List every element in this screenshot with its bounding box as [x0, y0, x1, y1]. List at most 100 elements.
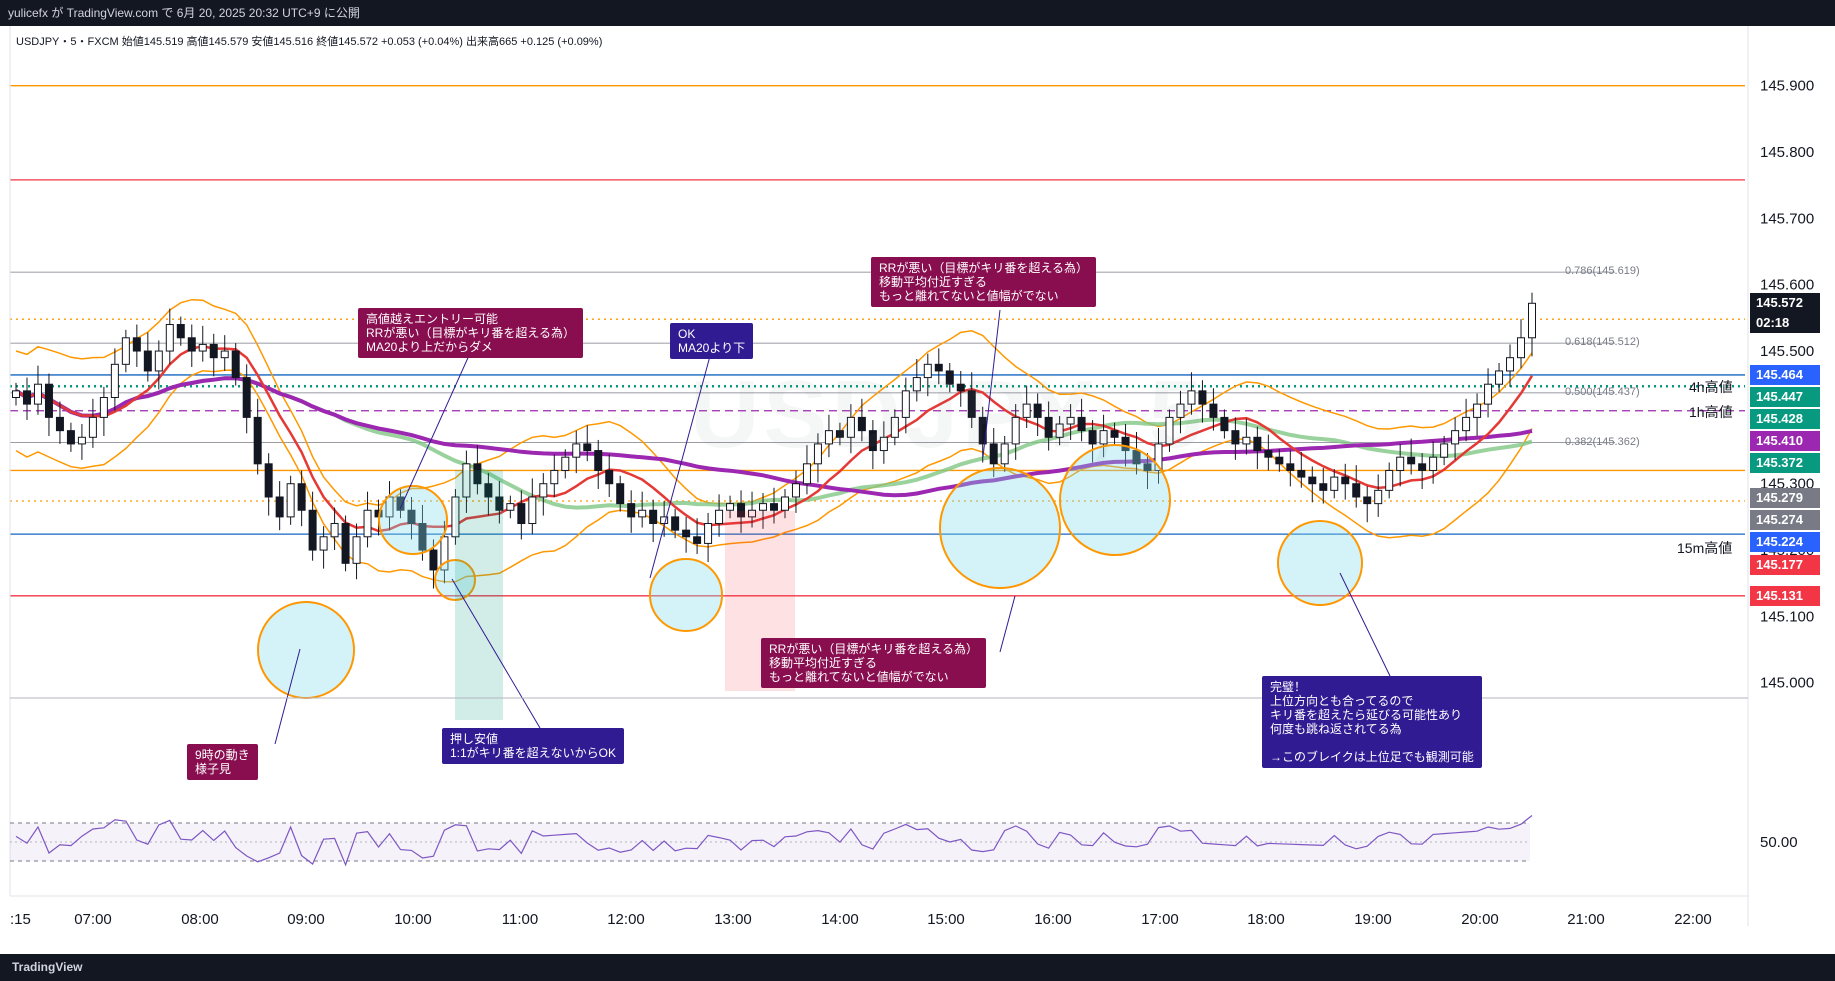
- highlight-circle: [434, 559, 476, 601]
- price-tag: 145.428: [1750, 408, 1820, 429]
- candle-body: [748, 509, 757, 518]
- annotation-pointer: [649, 355, 711, 579]
- candle-body: [1484, 383, 1493, 405]
- y-tick-label: 145.600: [1760, 277, 1814, 294]
- price-tag: 145.447: [1750, 386, 1820, 407]
- candle-body: [770, 503, 778, 511]
- candle-body: [583, 443, 592, 452]
- candle-body: [1528, 302, 1536, 339]
- candle-body: [1506, 357, 1515, 372]
- candle-body: [1110, 430, 1119, 438]
- y-tick-label: 145.900: [1760, 78, 1814, 95]
- candle-body: [1352, 483, 1361, 498]
- chart-area[interactable]: 145.000145.100145.200145.300145.400145.5…: [0, 26, 1835, 954]
- candle-body: [1165, 416, 1174, 445]
- candle-body: [1363, 496, 1372, 505]
- candle-body: [627, 503, 636, 518]
- candle-body: [1297, 469, 1306, 478]
- annotation-pointer: [999, 595, 1016, 653]
- candle-body: [759, 503, 768, 511]
- x-tick-label: 12:00: [607, 911, 645, 928]
- annotation-high-break: 高値越えエントリー可能 RRが悪い（目標がキリ番を超える為） MA20より上だか…: [358, 308, 583, 358]
- candle-body: [1011, 416, 1020, 445]
- candle-body: [561, 456, 570, 471]
- candle-body: [341, 523, 350, 564]
- highlight-circle: [378, 485, 448, 555]
- candle-body: [1286, 463, 1295, 471]
- candle-body: [1231, 430, 1240, 445]
- candle-body: [484, 483, 493, 498]
- x-tick-label: 13:00: [714, 911, 752, 928]
- candle-body: [1176, 403, 1185, 418]
- candle-body: [121, 337, 130, 365]
- candle-body: [1121, 436, 1130, 452]
- annotation-ok-ma20: OK MA20より下: [670, 323, 754, 359]
- candle-body: [165, 324, 174, 352]
- candle-body: [187, 337, 196, 352]
- price-chart[interactable]: 145.000145.100145.200145.300145.400145.5…: [0, 26, 1835, 954]
- candle-body: [857, 416, 866, 432]
- candle-body: [649, 509, 658, 525]
- candle-body: [363, 509, 372, 538]
- x-tick-label: :15: [10, 911, 31, 928]
- candle-body: [1253, 436, 1262, 452]
- candle-body: [594, 450, 603, 471]
- highlight-circle: [939, 467, 1061, 589]
- candle-body: [550, 469, 559, 485]
- rsi-line: [15, 815, 1533, 867]
- highlight-circle: [1059, 444, 1171, 556]
- candle-body: [1440, 443, 1449, 458]
- x-tick-label: 11:00: [502, 911, 538, 928]
- candle-body: [1242, 436, 1251, 445]
- highlight-circle: [257, 601, 355, 699]
- candle-body: [517, 503, 526, 525]
- candle-body: [945, 370, 954, 385]
- x-tick-label: 07:00: [74, 911, 112, 928]
- candle-body: [1385, 469, 1394, 491]
- candle-body: [682, 529, 691, 538]
- candle-body: [1495, 370, 1504, 385]
- candle-body: [88, 416, 97, 438]
- candle-body: [737, 503, 746, 518]
- candle-body: [1187, 390, 1196, 405]
- candle-body: [462, 463, 471, 498]
- candle-body: [824, 430, 833, 445]
- candle-body: [385, 496, 394, 518]
- candle-body: [726, 503, 735, 511]
- x-tick-label: 20:00: [1461, 911, 1499, 928]
- price-tag: 145.372: [1750, 452, 1820, 473]
- candle-body: [12, 390, 20, 398]
- candle-body: [1033, 403, 1042, 418]
- candle-body: [989, 443, 998, 465]
- price-tag: 145.464: [1750, 364, 1820, 385]
- candle-body: [1099, 430, 1108, 445]
- rsi-tick-label: 50.00: [1760, 834, 1798, 851]
- candle-body: [912, 377, 921, 392]
- candle-body: [890, 416, 899, 438]
- price-tag: 145.224: [1750, 531, 1820, 552]
- candle-body: [286, 483, 295, 518]
- x-tick-label: 09:00: [287, 911, 325, 928]
- candle-body: [1055, 423, 1064, 438]
- candle-body: [1407, 456, 1416, 465]
- candle-body: [451, 496, 460, 538]
- x-tick-label: 19:00: [1354, 911, 1392, 928]
- candle-body: [1154, 443, 1163, 471]
- candle-body: [1220, 416, 1229, 432]
- candle-body: [297, 483, 306, 511]
- candle-body: [572, 443, 581, 458]
- x-tick-label: 15:00: [927, 911, 965, 928]
- tradingview-logo[interactable]: TradingView: [12, 960, 83, 974]
- candle-body: [352, 536, 361, 564]
- x-tick-label: 14:00: [821, 911, 859, 928]
- candle-body: [1209, 403, 1218, 418]
- candle-body: [528, 496, 537, 525]
- fib-label: 0.382(145.362): [1565, 435, 1640, 448]
- candle-body: [1143, 463, 1152, 471]
- candle-body: [605, 469, 614, 485]
- candle-body: [1264, 450, 1273, 458]
- fib-label: 0.500(145.437): [1565, 385, 1640, 398]
- candle-body: [1198, 390, 1207, 405]
- candle-body: [616, 483, 625, 505]
- candle-body: [396, 496, 405, 511]
